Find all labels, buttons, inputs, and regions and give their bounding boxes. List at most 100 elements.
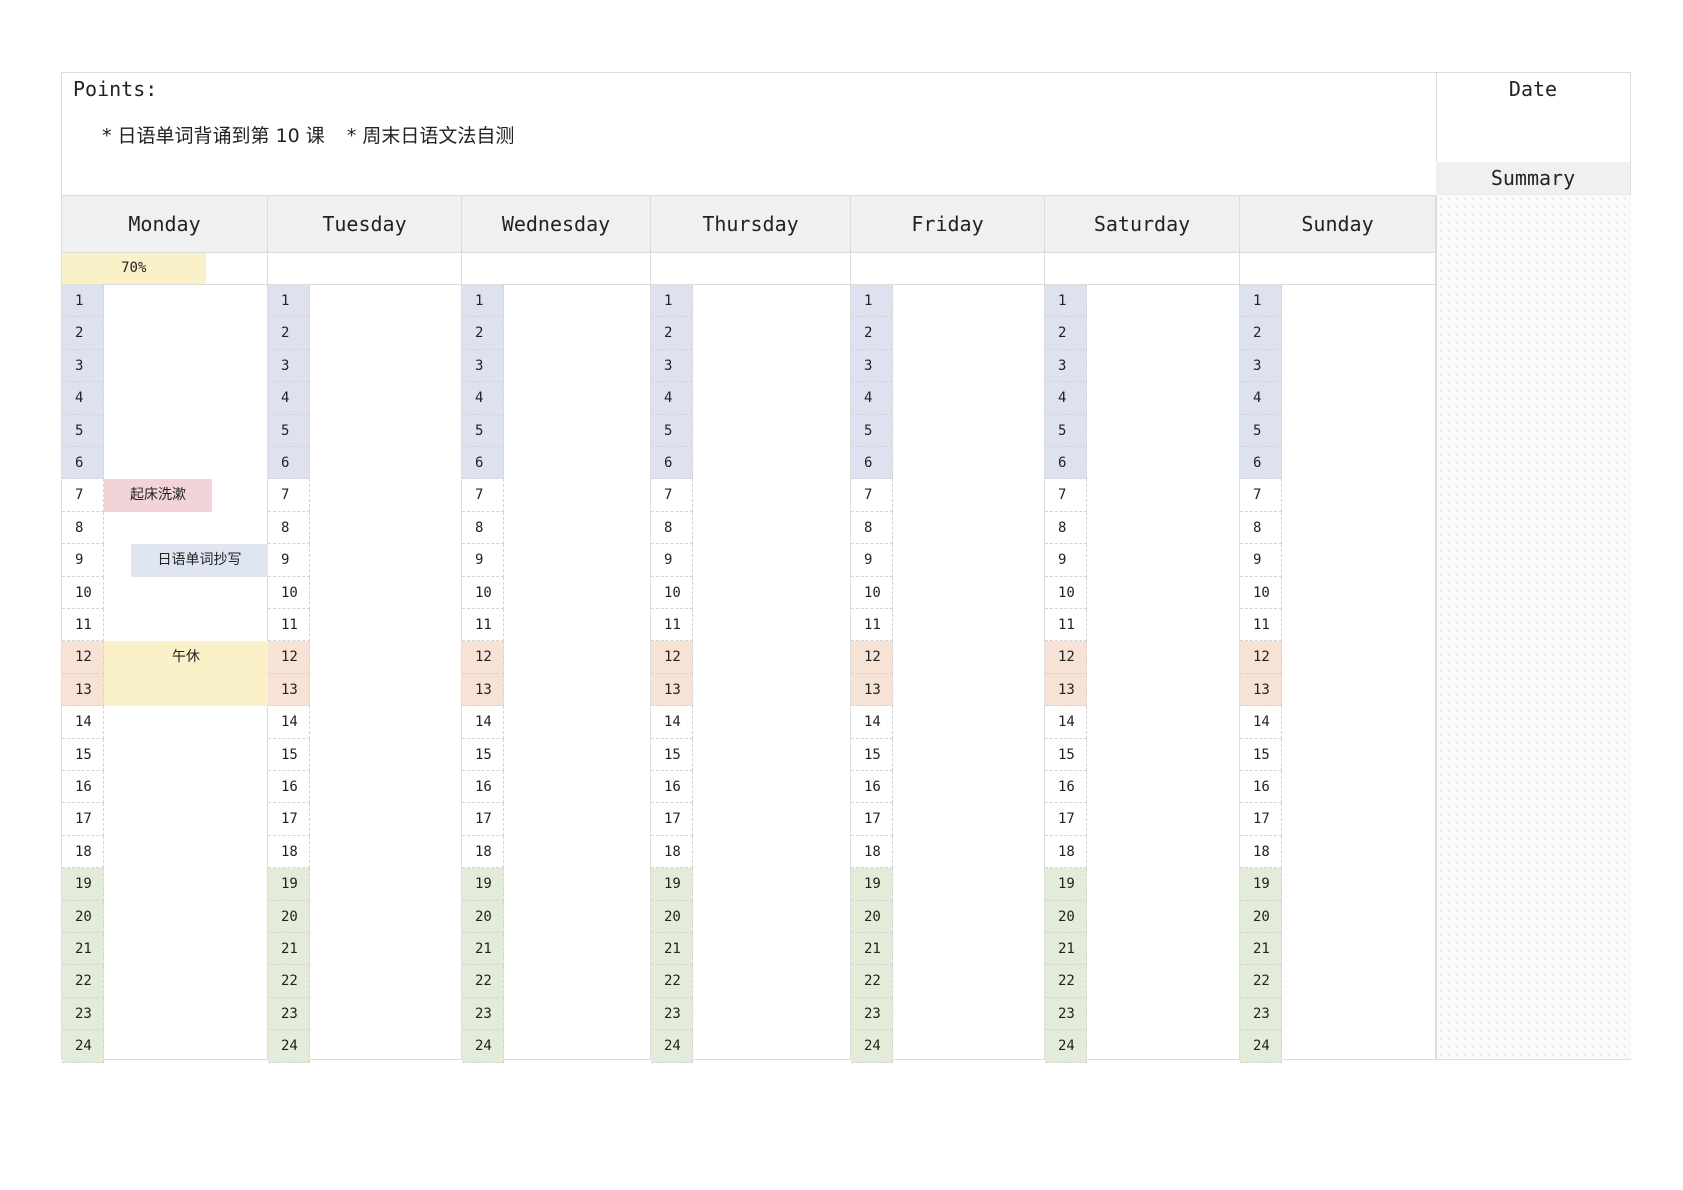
hour-cell[interactable]: 16 [268, 771, 310, 804]
hour-cell[interactable]: 4 [651, 382, 693, 415]
hour-cell[interactable]: 10 [1045, 576, 1087, 609]
hour-cell[interactable]: 8 [268, 511, 310, 545]
hour-cell[interactable]: 19 [462, 868, 504, 901]
hour-cell[interactable]: 23 [462, 997, 504, 1031]
hour-cell[interactable]: 22 [651, 965, 693, 998]
hour-cell[interactable]: 14 [62, 706, 104, 739]
hour-cell[interactable]: 2 [462, 317, 504, 350]
hour-cell[interactable]: 8 [462, 511, 504, 545]
hour-cell[interactable]: 22 [268, 965, 310, 998]
hour-cell[interactable]: 14 [462, 706, 504, 739]
hour-cell[interactable]: 14 [851, 706, 893, 739]
hour-cell[interactable]: 22 [851, 965, 893, 998]
progress-bar[interactable]: 70% [62, 253, 267, 285]
hour-cell[interactable]: 4 [462, 382, 504, 415]
progress-bar[interactable] [1240, 253, 1435, 285]
hour-cell[interactable]: 9 [62, 544, 104, 577]
hour-cell[interactable]: 17 [1240, 803, 1282, 836]
hour-cell[interactable]: 14 [1045, 706, 1087, 739]
hour-cell[interactable]: 11 [268, 609, 310, 642]
hour-cell[interactable]: 13 [1240, 673, 1282, 707]
hour-cell[interactable]: 3 [651, 349, 693, 383]
hour-cell[interactable]: 1 [462, 285, 504, 318]
hour-cell[interactable]: 21 [268, 933, 310, 966]
hour-cell[interactable]: 20 [462, 900, 504, 933]
hour-cell[interactable]: 5 [851, 414, 893, 447]
hour-cell[interactable]: 7 [651, 479, 693, 512]
hour-cell[interactable]: 7 [1045, 479, 1087, 512]
hour-cell[interactable]: 2 [851, 317, 893, 350]
hour-cell[interactable]: 17 [851, 803, 893, 836]
hour-cell[interactable]: 12 [462, 641, 504, 674]
hour-cell[interactable]: 22 [462, 965, 504, 998]
hour-cell[interactable]: 15 [462, 738, 504, 771]
hour-cell[interactable]: 6 [62, 447, 104, 480]
hour-cell[interactable]: 4 [1045, 382, 1087, 415]
hour-cell[interactable]: 16 [1045, 771, 1087, 804]
hour-cell[interactable]: 2 [62, 317, 104, 350]
hour-cell[interactable]: 15 [1045, 738, 1087, 771]
hour-cell[interactable]: 13 [1045, 673, 1087, 707]
hour-cell[interactable]: 5 [1045, 414, 1087, 447]
hour-cell[interactable]: 16 [462, 771, 504, 804]
hour-cell[interactable]: 16 [651, 771, 693, 804]
hour-cell[interactable]: 23 [1045, 997, 1087, 1031]
hour-cell[interactable]: 8 [1045, 511, 1087, 545]
hour-cell[interactable]: 9 [1240, 544, 1282, 577]
calendar-event[interactable]: 日语单词抄写 [131, 544, 268, 577]
hour-cell[interactable]: 24 [268, 1030, 310, 1063]
hour-cell[interactable]: 6 [651, 447, 693, 480]
progress-bar[interactable] [851, 253, 1044, 285]
hour-cell[interactable]: 17 [462, 803, 504, 836]
hour-cell[interactable]: 23 [1240, 997, 1282, 1031]
hour-cell[interactable]: 9 [1045, 544, 1087, 577]
hour-cell[interactable]: 17 [1045, 803, 1087, 836]
hour-cell[interactable]: 10 [1240, 576, 1282, 609]
hour-cell[interactable]: 6 [1240, 447, 1282, 480]
hour-cell[interactable]: 10 [462, 576, 504, 609]
hour-cell[interactable]: 14 [651, 706, 693, 739]
hour-cell[interactable]: 8 [1240, 511, 1282, 545]
hour-cell[interactable]: 17 [268, 803, 310, 836]
hour-cell[interactable]: 1 [651, 285, 693, 318]
hour-cell[interactable]: 8 [62, 511, 104, 545]
hour-cell[interactable]: 16 [1240, 771, 1282, 804]
hour-cell[interactable]: 18 [1045, 835, 1087, 869]
hour-cell[interactable]: 21 [1045, 933, 1087, 966]
hour-cell[interactable]: 21 [651, 933, 693, 966]
hour-cell[interactable]: 7 [268, 479, 310, 512]
hour-cell[interactable]: 4 [1240, 382, 1282, 415]
hour-cell[interactable]: 24 [62, 1030, 104, 1063]
hour-cell[interactable]: 6 [462, 447, 504, 480]
hour-cell[interactable]: 9 [651, 544, 693, 577]
hour-cell[interactable]: 20 [651, 900, 693, 933]
hour-cell[interactable]: 13 [851, 673, 893, 707]
hour-cell[interactable]: 13 [268, 673, 310, 707]
hour-cell[interactable]: 11 [1240, 609, 1282, 642]
hour-cell[interactable]: 10 [851, 576, 893, 609]
hour-cell[interactable]: 6 [268, 447, 310, 480]
hour-cell[interactable]: 18 [1240, 835, 1282, 869]
hour-cell[interactable]: 24 [851, 1030, 893, 1063]
hour-cell[interactable]: 4 [851, 382, 893, 415]
hour-cell[interactable]: 12 [851, 641, 893, 674]
hour-cell[interactable]: 3 [268, 349, 310, 383]
hour-cell[interactable]: 22 [1240, 965, 1282, 998]
hour-cell[interactable]: 9 [462, 544, 504, 577]
hour-cell[interactable]: 24 [1240, 1030, 1282, 1063]
hour-cell[interactable]: 1 [1240, 285, 1282, 318]
hour-cell[interactable]: 2 [268, 317, 310, 350]
hour-cell[interactable]: 4 [62, 382, 104, 415]
hour-cell[interactable]: 20 [1240, 900, 1282, 933]
hour-cell[interactable]: 21 [1240, 933, 1282, 966]
hour-cell[interactable]: 22 [1045, 965, 1087, 998]
hour-cell[interactable]: 15 [268, 738, 310, 771]
hour-cell[interactable]: 23 [651, 997, 693, 1031]
hour-cell[interactable]: 3 [851, 349, 893, 383]
hour-cell[interactable]: 13 [651, 673, 693, 707]
hour-cell[interactable]: 19 [851, 868, 893, 901]
hour-cell[interactable]: 23 [62, 997, 104, 1031]
hour-cell[interactable]: 17 [62, 803, 104, 836]
hour-cell[interactable]: 3 [1045, 349, 1087, 383]
hour-cell[interactable]: 1 [851, 285, 893, 318]
